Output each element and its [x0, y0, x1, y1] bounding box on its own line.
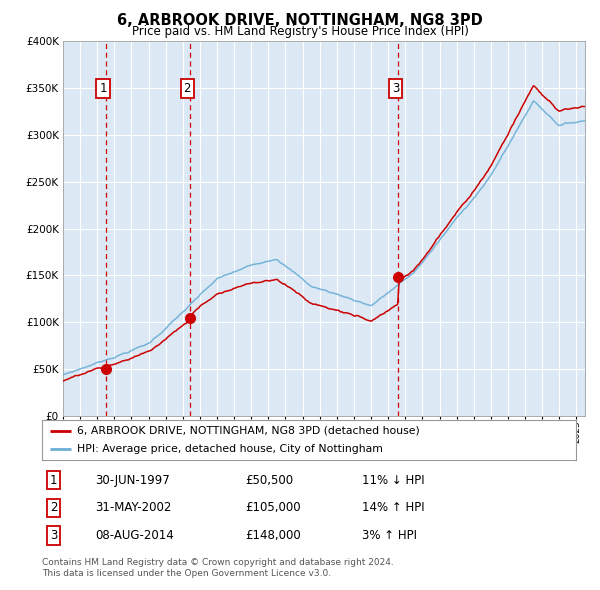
- Text: HPI: Average price, detached house, City of Nottingham: HPI: Average price, detached house, City…: [77, 444, 383, 454]
- Text: 1: 1: [50, 474, 58, 487]
- Text: 3: 3: [392, 81, 400, 94]
- Text: 08-AUG-2014: 08-AUG-2014: [95, 529, 174, 542]
- Text: 3% ↑ HPI: 3% ↑ HPI: [362, 529, 418, 542]
- Text: 2: 2: [50, 502, 58, 514]
- Text: 2: 2: [184, 81, 191, 94]
- Text: £105,000: £105,000: [245, 502, 301, 514]
- Text: £148,000: £148,000: [245, 529, 301, 542]
- Text: 11% ↓ HPI: 11% ↓ HPI: [362, 474, 425, 487]
- Text: Price paid vs. HM Land Registry's House Price Index (HPI): Price paid vs. HM Land Registry's House …: [131, 25, 469, 38]
- Text: 30-JUN-1997: 30-JUN-1997: [95, 474, 170, 487]
- Text: Contains HM Land Registry data © Crown copyright and database right 2024.: Contains HM Land Registry data © Crown c…: [42, 558, 394, 566]
- Text: This data is licensed under the Open Government Licence v3.0.: This data is licensed under the Open Gov…: [42, 569, 331, 578]
- Text: 14% ↑ HPI: 14% ↑ HPI: [362, 502, 425, 514]
- Text: 6, ARBROOK DRIVE, NOTTINGHAM, NG8 3PD (detached house): 6, ARBROOK DRIVE, NOTTINGHAM, NG8 3PD (d…: [77, 426, 419, 436]
- Text: 3: 3: [50, 529, 58, 542]
- Text: 31-MAY-2002: 31-MAY-2002: [95, 502, 172, 514]
- Text: £50,500: £50,500: [245, 474, 293, 487]
- Text: 1: 1: [100, 81, 107, 94]
- Text: 6, ARBROOK DRIVE, NOTTINGHAM, NG8 3PD: 6, ARBROOK DRIVE, NOTTINGHAM, NG8 3PD: [117, 13, 483, 28]
